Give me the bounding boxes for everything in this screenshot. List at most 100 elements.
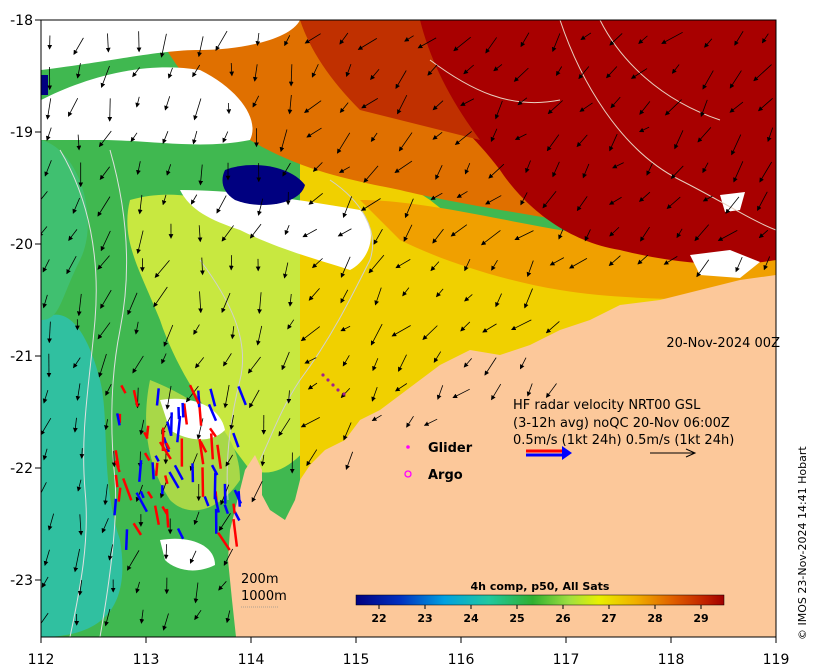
hf-radar-vector: [138, 460, 143, 482]
velocity-arrow: [423, 418, 438, 426]
velocity-arrow: [491, 259, 498, 271]
velocity-arrow: [427, 64, 438, 76]
velocity-arrow: [432, 131, 443, 140]
velocity-arrow: [229, 63, 235, 77]
velocity-arrow: [162, 613, 169, 631]
velocity-arrow: [162, 131, 169, 144]
velocity-arrow: [107, 98, 113, 122]
hf-radar-vector: [217, 532, 231, 551]
velocity-arrow: [514, 230, 534, 241]
velocity-arrow: [545, 383, 557, 398]
velocity-arrow: [101, 518, 109, 534]
velocity-arrow: [153, 286, 168, 308]
velocity-arrow: [251, 481, 263, 503]
y-tick-label: -19: [10, 125, 33, 141]
velocity-arrow: [368, 254, 385, 274]
velocity-arrow: [189, 550, 197, 564]
velocity-arrow: [46, 127, 52, 141]
hf-radar-legend: HF radar velocity NRT00 GSL (3-12h avg) …: [513, 398, 734, 460]
velocity-arrow: [126, 550, 140, 571]
velocity-arrow: [488, 163, 505, 179]
velocity-arrow: [646, 163, 653, 176]
velocity-arrow: [345, 451, 354, 470]
hf-radar-vector: [233, 511, 241, 522]
velocity-arrow: [340, 325, 351, 332]
velocity-arrow: [230, 326, 236, 340]
velocity-arrow: [494, 100, 503, 120]
velocity-arrow: [357, 38, 378, 50]
hf-radar-vector: [155, 388, 160, 406]
hf-radar-vector: [146, 490, 154, 499]
velocity-arrow: [200, 257, 205, 276]
velocity-arrow: [256, 325, 263, 346]
y-axis: -18 -19 -20 -21 -22 -23: [10, 13, 41, 589]
velocity-arrow: [435, 288, 444, 298]
velocity-arrow: [526, 383, 533, 397]
velocity-arrow: [226, 102, 232, 115]
velocity-arrow: [72, 417, 78, 433]
hf-legend-line2: (3-12h avg) noQC 20-Nov 06:00Z: [513, 416, 730, 431]
hf-radar-vectors: [113, 384, 247, 551]
velocity-arrow: [139, 609, 145, 624]
hf-radar-vector: [153, 505, 161, 525]
velocity-arrow: [372, 358, 379, 372]
velocity-arrow: [757, 191, 768, 212]
velocity-arrow: [97, 322, 111, 340]
x-tick-label: 113: [133, 652, 160, 668]
hf-radar-vector: [132, 389, 139, 407]
velocity-arrow: [525, 160, 531, 174]
hf-radar-vector: [124, 529, 129, 550]
velocity-arrow: [76, 293, 82, 317]
hf-radar-vector: [207, 403, 218, 422]
hf-radar-vector: [139, 490, 145, 499]
velocity-arrow: [287, 319, 295, 330]
velocity-arrow: [216, 195, 227, 214]
hf-radar-vector: [232, 432, 240, 448]
glider-label: Glider: [428, 441, 473, 456]
velocity-arrow: [513, 67, 529, 82]
velocity-arrow: [545, 321, 560, 334]
velocity-arrow: [300, 416, 320, 428]
velocity-arrow: [194, 609, 202, 621]
velocity-arrow: [460, 98, 475, 106]
credit-text: © IMOS 23-Nov-2024 14:41 Hobart: [796, 446, 809, 640]
velocity-arrow: [97, 255, 110, 270]
colorbar-tick-label: 23: [417, 612, 432, 625]
y-tick-label: -18: [10, 13, 33, 29]
velocity-arrow: [111, 451, 117, 468]
velocity-arrow: [758, 229, 769, 239]
velocity-arrow: [670, 165, 684, 179]
velocity-arrow: [558, 229, 564, 240]
velocity-arrow: [225, 610, 231, 624]
velocity-arrow: [612, 162, 624, 169]
velocity-arrow: [432, 100, 444, 111]
velocity-arrow: [735, 256, 743, 273]
velocity-arrow: [137, 194, 143, 215]
velocity-arrow: [229, 414, 235, 430]
velocity-arrow: [223, 548, 234, 566]
velocity-arrow: [433, 351, 442, 363]
hf-radar-vector: [166, 421, 173, 437]
hf-radar-vector: [201, 467, 205, 497]
y-tick-label: -23: [10, 573, 33, 589]
velocity-arrow: [41, 226, 48, 237]
hf-radar-vector: [158, 441, 172, 460]
velocity-arrow: [520, 192, 528, 206]
hf-radar-vector: [216, 444, 223, 469]
velocity-arrow: [306, 127, 322, 138]
x-tick-label: 115: [343, 652, 370, 668]
x-tick-label: 112: [28, 652, 55, 668]
colorbar-tick-label: 24: [463, 612, 479, 625]
velocity-arrow: [482, 323, 497, 333]
velocity-arrow: [510, 319, 532, 331]
x-tick-label: 118: [658, 652, 685, 668]
hf-radar-vector: [176, 527, 185, 540]
hf-radar-vector: [163, 475, 169, 485]
velocity-arrow: [104, 419, 109, 431]
velocity-arrow: [68, 97, 79, 117]
velocity-arrow: [763, 256, 771, 271]
hf-radar-vector: [143, 452, 151, 462]
velocity-arrow: [630, 68, 648, 79]
velocity-arrow: [288, 293, 293, 307]
velocity-arrow: [464, 258, 471, 272]
